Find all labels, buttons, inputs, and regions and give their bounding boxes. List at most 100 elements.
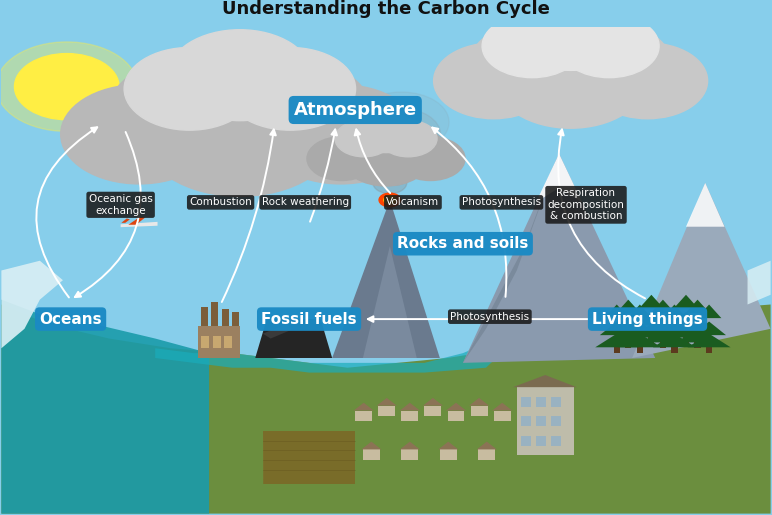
Polygon shape: [355, 410, 372, 421]
Circle shape: [168, 30, 312, 121]
Circle shape: [354, 92, 449, 152]
Text: Living things: Living things: [592, 312, 703, 327]
Circle shape: [472, 25, 581, 95]
Polygon shape: [604, 304, 629, 318]
Polygon shape: [378, 406, 395, 416]
Text: Oceanic gas
exchange: Oceanic gas exchange: [89, 194, 153, 216]
Polygon shape: [632, 183, 770, 358]
Polygon shape: [618, 334, 662, 347]
Polygon shape: [536, 397, 546, 407]
Polygon shape: [648, 330, 655, 344]
Polygon shape: [513, 375, 577, 387]
Polygon shape: [607, 329, 650, 342]
Circle shape: [225, 47, 356, 130]
Circle shape: [560, 25, 669, 95]
Polygon shape: [551, 397, 561, 407]
Polygon shape: [658, 321, 692, 335]
Circle shape: [496, 33, 645, 128]
Circle shape: [396, 137, 465, 180]
Circle shape: [587, 43, 708, 119]
Text: Respiration
decomposition
& combustion: Respiration decomposition & combustion: [547, 188, 625, 221]
Polygon shape: [263, 431, 355, 485]
Text: Rocks and soils: Rocks and soils: [398, 236, 529, 251]
Polygon shape: [520, 436, 530, 445]
Polygon shape: [706, 339, 712, 353]
Polygon shape: [120, 222, 157, 227]
Polygon shape: [595, 334, 638, 347]
Polygon shape: [363, 246, 417, 358]
Polygon shape: [222, 310, 229, 327]
Polygon shape: [377, 398, 397, 406]
Polygon shape: [697, 304, 721, 318]
Polygon shape: [212, 302, 218, 327]
Circle shape: [225, 62, 369, 152]
Polygon shape: [469, 398, 489, 406]
Circle shape: [380, 127, 443, 167]
Polygon shape: [669, 312, 703, 325]
Polygon shape: [651, 300, 676, 313]
Polygon shape: [688, 334, 730, 347]
Polygon shape: [628, 304, 652, 318]
Polygon shape: [263, 431, 355, 485]
Polygon shape: [198, 327, 240, 358]
Circle shape: [516, 1, 625, 71]
Polygon shape: [440, 450, 457, 460]
Polygon shape: [672, 339, 678, 353]
Polygon shape: [695, 335, 701, 348]
Polygon shape: [646, 317, 680, 330]
Polygon shape: [625, 335, 631, 348]
Circle shape: [0, 42, 137, 131]
Polygon shape: [446, 403, 466, 410]
Polygon shape: [2, 300, 209, 513]
Polygon shape: [665, 324, 707, 337]
Polygon shape: [536, 436, 546, 445]
Polygon shape: [686, 300, 709, 313]
Circle shape: [379, 121, 437, 157]
Polygon shape: [520, 397, 530, 407]
Polygon shape: [463, 154, 559, 363]
Polygon shape: [551, 436, 561, 445]
Circle shape: [61, 84, 218, 184]
Polygon shape: [681, 317, 714, 330]
Polygon shape: [2, 304, 770, 513]
Polygon shape: [642, 329, 685, 342]
Polygon shape: [551, 416, 561, 426]
Polygon shape: [128, 217, 145, 225]
Polygon shape: [639, 295, 664, 308]
Text: Photosynthesis: Photosynthesis: [450, 312, 530, 322]
Circle shape: [354, 112, 418, 152]
Polygon shape: [225, 336, 232, 348]
Circle shape: [335, 121, 393, 157]
Text: Fossil fuels: Fossil fuels: [261, 312, 357, 327]
Polygon shape: [653, 334, 696, 347]
Circle shape: [559, 14, 659, 78]
Text: Understanding the Carbon Cycle: Understanding the Carbon Cycle: [222, 0, 550, 18]
Polygon shape: [516, 387, 574, 455]
Polygon shape: [448, 410, 465, 421]
Polygon shape: [2, 261, 63, 348]
Circle shape: [142, 72, 338, 196]
Polygon shape: [363, 450, 380, 460]
Polygon shape: [676, 329, 719, 342]
Circle shape: [343, 131, 429, 186]
Circle shape: [110, 62, 254, 152]
Polygon shape: [493, 403, 512, 410]
Circle shape: [329, 127, 392, 167]
Circle shape: [124, 47, 255, 130]
Circle shape: [365, 140, 424, 177]
Polygon shape: [674, 295, 699, 308]
Polygon shape: [683, 330, 689, 344]
Polygon shape: [256, 319, 332, 358]
Polygon shape: [477, 442, 496, 450]
Circle shape: [361, 124, 432, 169]
Circle shape: [379, 193, 401, 207]
Polygon shape: [201, 307, 208, 327]
Polygon shape: [692, 321, 726, 335]
Polygon shape: [425, 406, 442, 416]
Polygon shape: [2, 27, 770, 513]
Polygon shape: [536, 154, 582, 202]
Polygon shape: [400, 442, 420, 450]
Polygon shape: [263, 431, 355, 485]
Polygon shape: [213, 336, 221, 348]
Circle shape: [262, 84, 419, 184]
